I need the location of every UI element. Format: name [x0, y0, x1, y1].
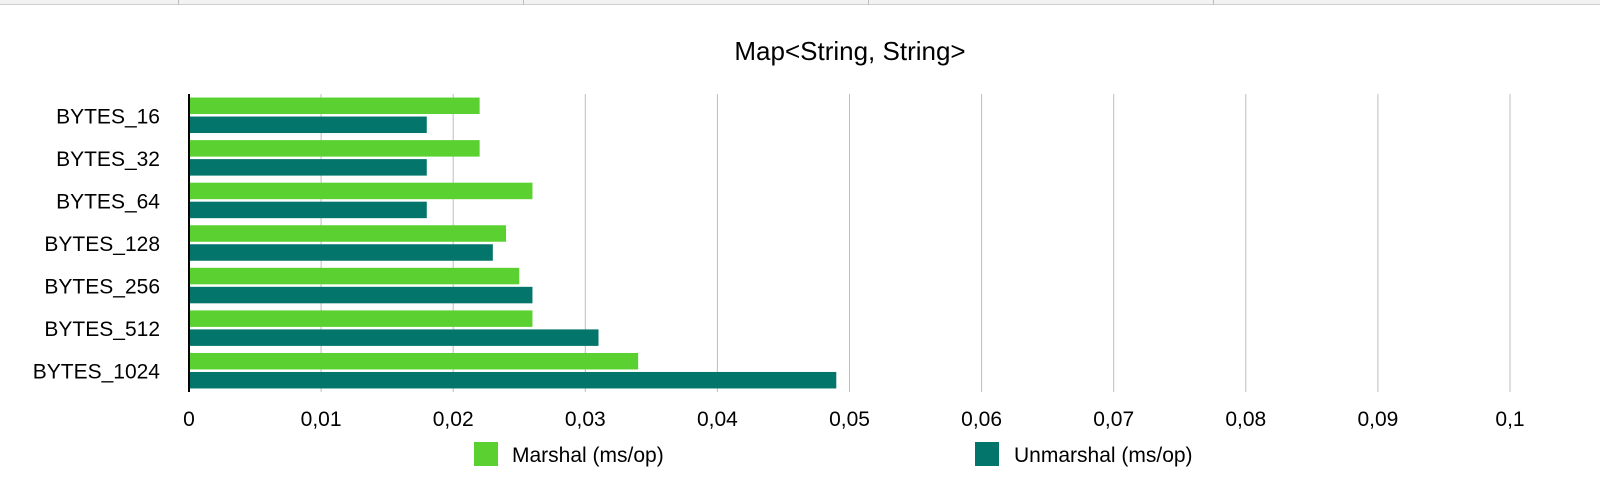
- x-tick-label: 0,02: [433, 408, 474, 431]
- unmarshal-bar: [189, 371, 837, 389]
- chart-title: Map<String, String>: [734, 36, 965, 66]
- x-tick-label: 0,05: [829, 408, 870, 431]
- category-label: BYTES_256: [44, 276, 160, 299]
- unmarshal-bar: [189, 329, 599, 346]
- strip-divider: [1213, 0, 1214, 5]
- category-label: BYTES_128: [44, 233, 160, 256]
- category-label: BYTES_64: [56, 190, 160, 213]
- marshal-bar: [189, 140, 480, 157]
- x-tick-label: 0,08: [1225, 408, 1266, 431]
- axes: 0 0,01 0,02 0,03 0,04 0,05 0,06 0,07 0,08 0,09 0,1…: [33, 94, 1525, 431]
- grid-lines: [320, 94, 1511, 392]
- category-label: BYTES_16: [56, 105, 160, 128]
- unmarshal-bar: [189, 159, 427, 176]
- unmarshal-bar: [189, 116, 427, 134]
- strip-divider: [178, 0, 179, 5]
- category-label: BYTES_1024: [33, 361, 161, 384]
- marshal-bar: [189, 267, 520, 285]
- x-tick-label: 0,07: [1093, 408, 1134, 431]
- legend: Marshal (ms/op) Unmarshal (ms/op): [474, 442, 1193, 467]
- legend-swatch: [474, 442, 498, 466]
- x-tick-label: 0,03: [565, 408, 606, 431]
- unmarshal-bar: [189, 201, 427, 219]
- marshal-bar: [189, 352, 639, 370]
- strip-divider: [523, 0, 524, 5]
- x-tick-label: 0,1: [1495, 408, 1524, 431]
- marshal-bar: [189, 310, 533, 327]
- x-tick-label: 0,09: [1357, 408, 1398, 431]
- top-toolbar-strip: [0, 0, 1600, 5]
- legend-label: Unmarshal (ms/op): [1014, 444, 1193, 467]
- marshal-bar: [189, 97, 480, 115]
- category-label: BYTES_32: [56, 148, 160, 171]
- marshal-bar: [189, 225, 507, 242]
- category-label: BYTES_512: [44, 318, 160, 341]
- unmarshal-bar: [189, 244, 493, 261]
- x-tick-label: 0: [183, 408, 195, 431]
- unmarshal-bar: [189, 286, 533, 304]
- marshal-bar: [189, 182, 533, 200]
- strip-divider: [868, 0, 869, 5]
- bars: [189, 97, 837, 389]
- x-tick-label: 0,06: [961, 408, 1002, 431]
- x-tick-label: 0,04: [697, 408, 738, 431]
- legend-label: Marshal (ms/op): [512, 444, 664, 467]
- legend-swatch: [975, 442, 999, 466]
- x-tick-label: 0,01: [301, 408, 342, 431]
